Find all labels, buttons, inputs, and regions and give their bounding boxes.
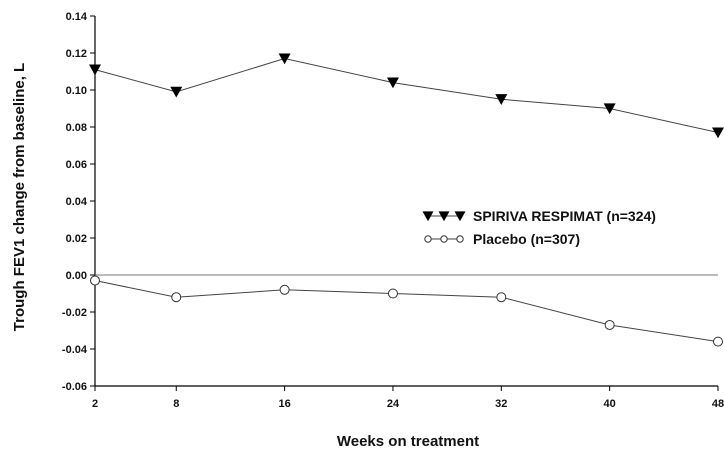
placebo-data-point — [713, 336, 723, 347]
placebo-data-point — [279, 284, 290, 295]
y-tick-label: -0.02 — [62, 307, 87, 319]
legend-placebo-marker — [440, 235, 448, 243]
y-tick-label: 0.06 — [66, 159, 87, 171]
spiriva-data-point — [89, 64, 101, 76]
y-tick-label: -0.06 — [62, 381, 87, 393]
y-tick-label: 0.04 — [66, 196, 88, 208]
spiriva-series-line — [94, 58, 719, 134]
legend-spiriva-marker — [438, 211, 450, 222]
placebo-data-point — [496, 292, 507, 303]
placebo-data-point — [90, 275, 100, 286]
plot-area: 0.14 0.12 0.10 0.08 0.06 0.04 0.02 0.00 -0.02 -0.… — [62, 11, 724, 410]
legend-spiriva-marker — [422, 211, 434, 222]
x-tick-label: 32 — [495, 398, 507, 410]
x-tick-label: 24 — [387, 398, 400, 410]
x-axis-title: Weeks on treatment — [337, 433, 479, 450]
placebo-series-line — [94, 280, 719, 343]
spiriva-data-point — [603, 103, 616, 115]
y-tick-label: 0.10 — [66, 85, 87, 97]
y-tick-label: -0.04 — [62, 344, 88, 356]
spiriva-data-point — [495, 94, 508, 105]
legend-placebo-marker — [424, 235, 432, 243]
x-tick-label: 48 — [712, 398, 724, 410]
y-tick-label: 0.02 — [66, 233, 87, 245]
spiriva-data-point — [170, 86, 183, 98]
placebo-data-point — [604, 319, 615, 330]
x-tick-label: 40 — [604, 398, 616, 410]
spiriva-data-point — [712, 127, 724, 139]
y-axis-title: Trough FEV1 change from baseline, L — [11, 63, 28, 331]
y-tick-label: 0.08 — [66, 122, 87, 134]
y-tick-label: 0.00 — [66, 270, 87, 282]
spiriva-data-point — [386, 77, 399, 89]
legend-placebo-label: Placebo (n=307) — [473, 231, 580, 247]
placebo-data-point — [171, 292, 182, 303]
legend-placebo-marker — [456, 235, 464, 243]
spiriva-data-point — [278, 53, 291, 65]
legend-spiriva-label: SPIRIVA RESPIMAT (n=324) — [473, 208, 656, 224]
legend: SPIRIVA RESPIMAT (n=324) Placebo (n=307) — [422, 208, 656, 247]
x-tick-label: 8 — [173, 398, 179, 410]
x-tick-label: 2 — [92, 398, 98, 410]
x-tick-label: 16 — [278, 398, 290, 410]
legend-spiriva-marker — [454, 211, 466, 222]
placebo-data-point — [387, 288, 398, 299]
y-tick-label: 0.14 — [66, 11, 88, 23]
y-tick-label: 0.12 — [66, 48, 87, 60]
